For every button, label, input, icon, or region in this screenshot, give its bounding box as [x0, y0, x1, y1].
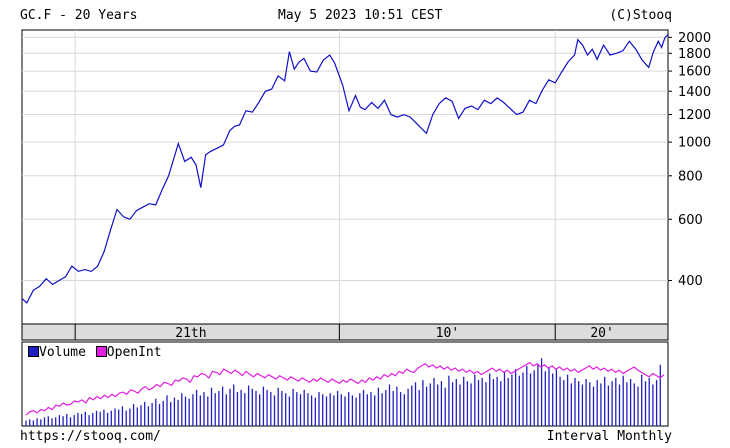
x-axis-label-0: 21th: [175, 326, 206, 341]
y-tick-label-1400: 1400: [678, 85, 711, 100]
x-axis-label-2: 20': [590, 326, 613, 341]
openint-swatch: [95, 346, 107, 357]
y-tick-label-1800: 1800: [678, 47, 711, 62]
x-axis-band: [21, 323, 669, 341]
x-axis-label-1: 10': [436, 326, 459, 341]
source-url-link[interactable]: https://stooq.com/: [20, 429, 161, 444]
y-tick-label-2000: 2000: [678, 31, 711, 46]
y-tick-label-600: 600: [678, 213, 703, 228]
copyright-label: (C)Stooq: [609, 8, 672, 23]
y-tick-label-800: 800: [678, 169, 703, 184]
chart-title: GC.F - 20 Years: [20, 8, 138, 23]
legend-volume-label: Volume: [39, 345, 86, 360]
volume-swatch: [28, 346, 39, 357]
interval-label: Interval Monthly: [546, 429, 672, 444]
y-tick-label-400: 400: [678, 274, 703, 289]
price-series-line: [21, 34, 669, 304]
openint-series-line: [25, 361, 665, 416]
y-tick-label-1600: 1600: [678, 65, 711, 80]
legend-openint-label: OpenInt: [106, 345, 162, 360]
price-panel-frame: [21, 29, 669, 325]
chart-datetime: May 5 2023 10:51 CEST: [278, 8, 443, 23]
legend: Volume OpenInt: [28, 345, 162, 360]
y-tick-label-1000: 1000: [678, 136, 711, 151]
y-tick-label-1200: 1200: [678, 108, 711, 123]
